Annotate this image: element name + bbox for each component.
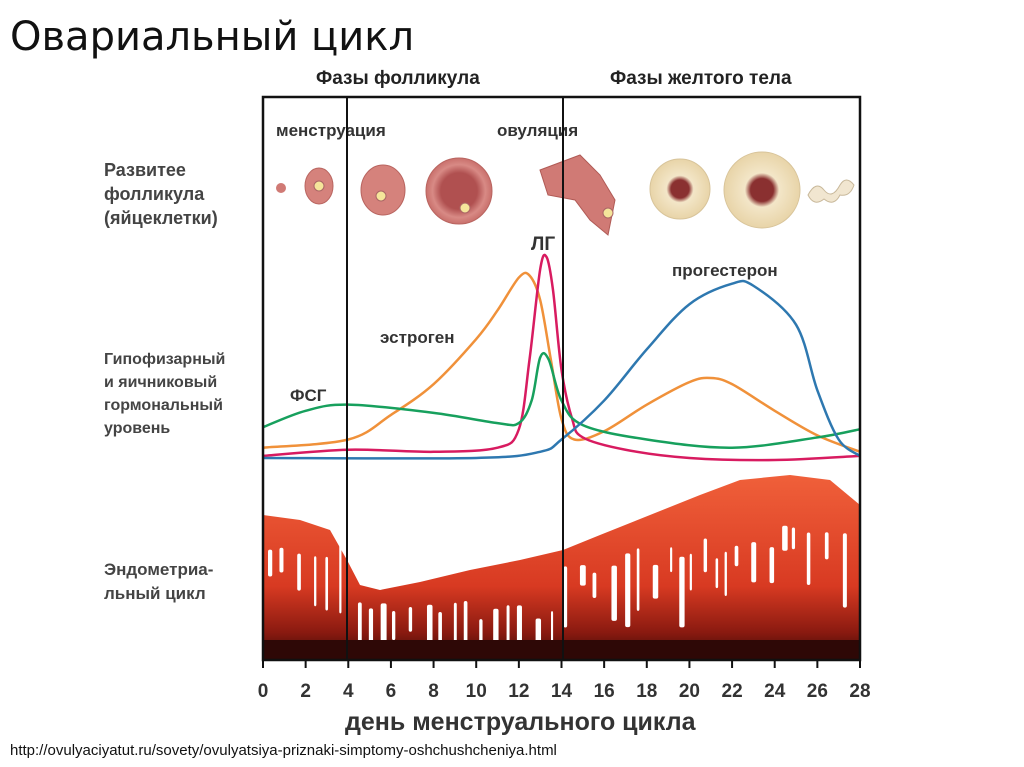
endometrium-gland bbox=[391, 610, 396, 641]
x-tick-label: 18 bbox=[636, 681, 657, 702]
lh-curve-label: ЛГ bbox=[531, 234, 555, 255]
follicle-row-label: Развитее фолликула (яйцеклетки) bbox=[104, 158, 218, 230]
ovulating-follicle bbox=[539, 154, 616, 236]
endometrium-gland bbox=[715, 558, 719, 589]
corpus-albicans bbox=[807, 179, 855, 203]
endometrium-gland bbox=[325, 556, 329, 611]
follicle-stage-4 bbox=[425, 157, 493, 225]
endometrium-gland bbox=[625, 553, 631, 628]
endometrium-gland bbox=[842, 533, 847, 608]
endometrium-gland bbox=[611, 565, 617, 621]
endometrium-gland bbox=[734, 545, 739, 567]
x-tick-label: 28 bbox=[849, 681, 870, 702]
x-tick-label: 22 bbox=[722, 681, 743, 702]
endometrium-gland bbox=[670, 547, 673, 573]
x-tick-label: 26 bbox=[807, 681, 828, 702]
endometrium-band bbox=[263, 475, 860, 684]
label-line: гормональный bbox=[104, 397, 223, 414]
x-tick-label: 8 bbox=[428, 681, 439, 702]
endometrium-gland bbox=[339, 537, 342, 614]
ovulation-label: овуляция bbox=[497, 121, 579, 140]
label-line: льный цикл bbox=[104, 584, 206, 603]
corpus-luteum-1 bbox=[649, 158, 711, 220]
x-tick-label: 24 bbox=[764, 681, 786, 702]
x-tick-label: 12 bbox=[508, 681, 529, 702]
follicle-stage-1 bbox=[276, 183, 286, 193]
x-tick-label: 2 bbox=[300, 681, 311, 702]
estrogen-curve-label: эстроген bbox=[380, 328, 455, 347]
label-line: Гипофизарный bbox=[104, 351, 226, 368]
slide-title: Овариальный цикл bbox=[10, 14, 415, 60]
label-line: фолликула bbox=[104, 184, 205, 204]
luteal-phase-label: Фазы желтого тела bbox=[610, 68, 792, 89]
endometrium-gland bbox=[824, 532, 829, 560]
endometrium-gland bbox=[689, 553, 692, 591]
follicle-development-images bbox=[276, 151, 855, 236]
label-line: уровень bbox=[104, 420, 171, 437]
endometrium-gland bbox=[314, 556, 317, 607]
follicular-phase-label: Фазы фолликула bbox=[316, 68, 480, 89]
endometrium-gland bbox=[703, 538, 708, 573]
endometrium-gland bbox=[791, 527, 796, 550]
endometrium-gland bbox=[453, 602, 457, 650]
x-tick-label: 16 bbox=[594, 681, 615, 702]
label-line: (яйцеклетки) bbox=[104, 208, 218, 228]
label-line: Развитее bbox=[104, 160, 186, 180]
endometrium-gland bbox=[279, 547, 284, 573]
endometrium-gland bbox=[806, 532, 811, 585]
endometrium-gland bbox=[636, 548, 640, 611]
x-tick-label: 10 bbox=[466, 681, 487, 702]
endometrium-row-label: Эндометриа- льный цикл bbox=[104, 558, 213, 606]
endometrium-gland bbox=[579, 565, 586, 586]
endometrium-gland bbox=[679, 556, 685, 628]
endometrium-gland bbox=[297, 553, 301, 591]
endometrium-gland bbox=[652, 564, 659, 599]
x-tick-label: 20 bbox=[679, 681, 700, 702]
hormone-curves bbox=[262, 253, 861, 462]
x-axis-ticks: 0 2 4 6 8 10 12 14 16 18 20 22 24 26 28 bbox=[258, 660, 871, 702]
endometrium-gland bbox=[769, 547, 775, 584]
x-tick-label: 14 bbox=[551, 681, 573, 702]
progesterone-curve-label: прогестерон bbox=[672, 261, 778, 280]
source-link[interactable]: http://ovulyaciyatut.ru/sovety/ovulyatsi… bbox=[10, 742, 557, 759]
label-line: Эндометриа- bbox=[104, 560, 214, 579]
x-tick-label: 6 bbox=[386, 681, 397, 702]
curve-series-1 bbox=[262, 253, 861, 462]
endometrium-gland bbox=[724, 551, 727, 596]
curve-series-3 bbox=[262, 279, 861, 460]
follicle-stage-3 bbox=[360, 164, 406, 216]
endometrium-gland bbox=[563, 566, 568, 628]
hormone-row-label: Гипофизарный и яичниковый гормональный у… bbox=[104, 348, 225, 440]
x-tick-label: 0 bbox=[258, 681, 269, 702]
corpus-luteum-2 bbox=[723, 151, 801, 229]
curve-series-2 bbox=[262, 352, 861, 449]
endometrium-gland bbox=[408, 607, 413, 632]
menstruation-label: менструация bbox=[276, 121, 386, 140]
x-tick-label: 4 bbox=[343, 681, 354, 702]
endometrium-gland bbox=[782, 525, 788, 551]
endometrium-gland bbox=[592, 572, 597, 599]
endometrium-gland bbox=[751, 542, 757, 583]
label-line: и яичниковый bbox=[104, 374, 218, 391]
fsh-curve-label: ФСГ bbox=[290, 386, 327, 405]
endometrium-gland bbox=[268, 549, 273, 577]
x-axis-label: день менструального цикла bbox=[345, 708, 696, 736]
endometrium-gland bbox=[380, 603, 387, 651]
